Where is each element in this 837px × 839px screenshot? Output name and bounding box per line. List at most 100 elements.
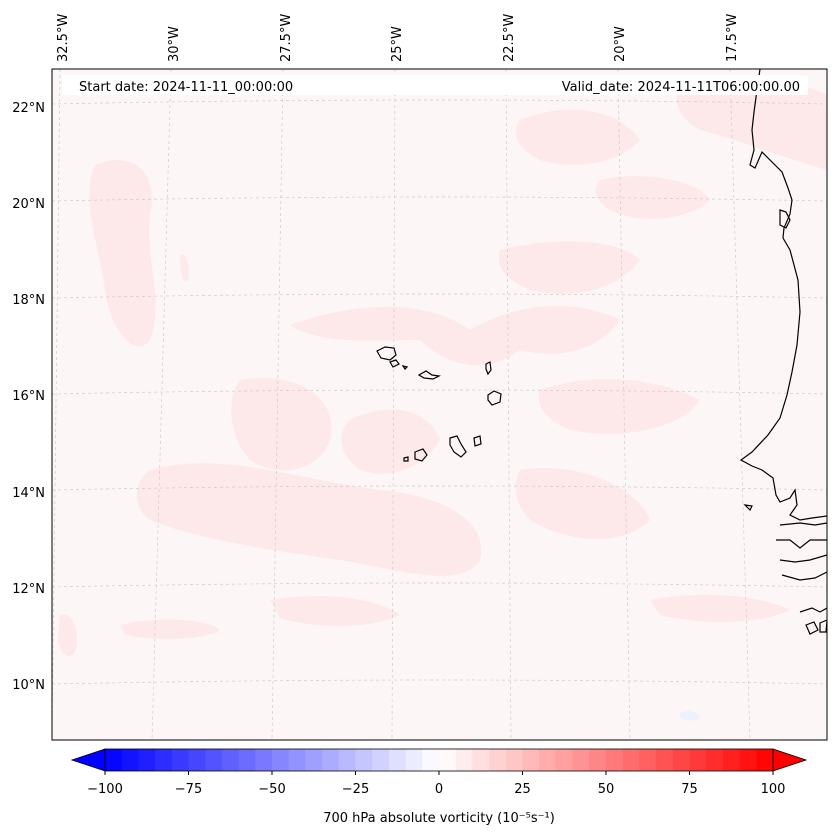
colorbar-low-extension [70,748,106,772]
colorbar-segment [622,749,640,771]
colorbar-segment [722,749,741,771]
island-santo-antao [376,346,397,361]
vorticity-field [58,80,827,721]
cape-verde-islands [376,346,502,462]
colorbar-segment [355,749,373,771]
colorbar-tick-label: −100 [87,782,123,797]
colorbar-segment [489,749,507,771]
island-sal [485,361,492,376]
island-santiago [449,435,467,458]
colorbar-segment [188,749,206,771]
colorbar-segment [338,749,356,771]
header-strip [62,75,808,95]
vorticity-patch [120,619,220,639]
colorbar-tick-label: 100 [761,782,786,797]
colorbar-segment [455,749,473,771]
colorbar-segment [155,749,173,771]
lon-label: 25°W [390,26,405,62]
colorbar-segment [555,749,574,771]
colorbar-segment [606,749,624,771]
vorticity-patch [89,160,156,347]
colorbar-label: 700 hPa absolute vorticity (10⁻⁵s⁻¹) [323,811,555,826]
lon-label: 32.5°W [56,14,71,62]
lon-label: 22.5°W [502,14,517,62]
colorbar-segment [689,749,707,771]
island-maio [473,435,482,447]
map-frame [51,68,828,741]
colorbar-tick-labels: −100 −75 −50 −25 0 25 50 75 100 [87,782,785,797]
colorbar-segment [372,749,390,771]
island-boa-vista [487,390,502,406]
colorbar-segment [255,749,273,771]
colorbar-high-extension [772,748,808,772]
vorticity-patch [58,614,78,657]
colorbar-segment [272,749,290,771]
colorbar-segment [205,749,223,771]
colorbar-segment [639,749,657,771]
lat-label: 16°N [12,389,45,404]
colorbar-segment [405,749,423,771]
colorbar-segment [522,749,540,771]
colorbar-segment [439,749,457,771]
colorbar-segment [305,749,323,771]
latitude-labels: 22°N 20°N 18°N 16°N 14°N 12°N 10°N [12,101,45,693]
vorticity-patch [516,109,640,165]
vorticity-patch [180,254,189,282]
vorticity-patch [515,468,650,539]
colorbar-segment [706,749,724,771]
colorbar-segment [388,749,407,771]
island-sao-nicolau [417,370,441,380]
colorbar-tick-label: −50 [258,782,285,797]
lat-label: 18°N [12,293,45,308]
colorbar: −100 −75 −50 −25 0 25 50 75 100 700 hPa … [70,748,808,826]
colorbar-tick-label: −25 [342,782,369,797]
island-brava [403,456,409,462]
colorbar-segment [505,749,523,771]
lat-label: 20°N [12,197,45,212]
colorbar-ticks [104,771,774,775]
vorticity-patch [498,241,640,294]
island-sao-vicente [389,359,400,368]
colorbar-segment [572,749,590,771]
vorticity-patch [538,379,700,434]
colorbar-tick-label: 25 [514,782,531,797]
island-fogo [414,448,428,462]
colorbar-segment [472,749,490,771]
colorbar-tick-label: −75 [175,782,202,797]
colorbar-segment [756,749,774,771]
west-africa-coastline [739,69,827,635]
colorbar-segment [238,749,256,771]
colorbar-segment [288,749,306,771]
colorbar-tick-label: 0 [435,782,443,797]
vorticity-patch [595,176,710,219]
graticule [51,68,828,741]
lat-label: 12°N [12,582,45,597]
lat-label: 14°N [12,486,45,501]
lon-label: 30°W [167,26,182,62]
colorbar-segment [422,749,440,771]
valid-date-label: Valid_date: 2024-11-11T06:00:00.00 [562,80,800,95]
colorbar-segments [105,749,774,771]
colorbar-segment [739,749,757,771]
lon-label: 20°W [613,26,628,62]
map-background [52,69,827,740]
vorticity-patch [650,594,790,622]
vorticity-patch [231,378,332,471]
colorbar-tick-label: 75 [681,782,698,797]
colorbar-tick-label: 50 [598,782,615,797]
island-santa-luzia [401,365,409,370]
colorbar-segment [672,749,690,771]
colorbar-segment [105,749,123,771]
lon-label: 27.5°W [279,14,294,62]
map-panel: Start date: 2024-11-11_00:00:00 Valid_da… [51,68,828,741]
colorbar-segment [322,749,340,771]
colorbar-segment [121,749,139,771]
colorbar-segment [656,749,674,771]
lat-label: 22°N [12,101,45,116]
lat-label: 10°N [12,678,45,693]
lon-label: 17.5°W [725,14,740,62]
colorbar-segment [138,749,156,771]
longitude-labels: 32.5°W 30°W 27.5°W 25°W 22.5°W 20°W 17.5… [56,14,740,62]
vorticity-patch [290,306,620,366]
